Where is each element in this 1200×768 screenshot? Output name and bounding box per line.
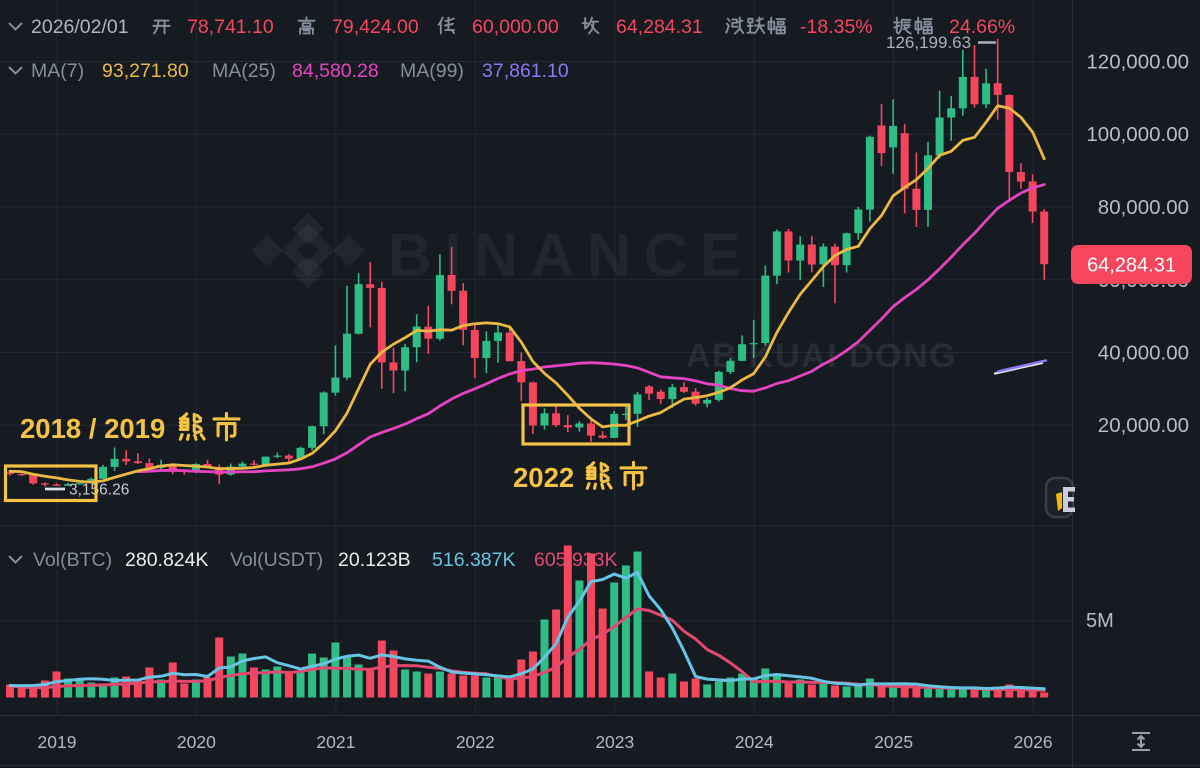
svg-text:280.824K: 280.824K [125,549,209,571]
svg-text:MA(7): MA(7) [31,60,84,82]
svg-text:100,000.00: 100,000.00 [1086,123,1189,146]
svg-text:MA(99): MA(99) [400,60,464,82]
svg-text:40,000.00: 40,000.00 [1098,342,1189,365]
svg-text:2026: 2026 [1014,732,1053,752]
svg-text:2026/02/01: 2026/02/01 [31,16,129,38]
svg-text:-18.35%: -18.35% [800,16,873,38]
svg-text:60,000.00: 60,000.00 [472,16,559,38]
svg-text:2022: 2022 [456,732,495,752]
svg-text:605.933K: 605.933K [534,549,618,571]
svg-text:2020: 2020 [177,732,216,752]
svg-text:2025: 2025 [874,732,913,752]
svg-text:126,199.63: 126,199.63 [886,33,971,52]
svg-text:3,156.26: 3,156.26 [69,482,129,499]
svg-text:MA(25): MA(25) [212,60,276,82]
svg-text:93,271.80: 93,271.80 [102,60,189,82]
svg-text:120,000.00: 120,000.00 [1086,51,1189,74]
svg-text:24.66%: 24.66% [949,16,1015,38]
svg-text:84,580.28: 84,580.28 [292,60,379,82]
svg-text:Vol(USDT): Vol(USDT) [230,549,323,571]
svg-text:2018 / 2019: 2018 / 2019 [20,413,165,444]
svg-text:64,284.31: 64,284.31 [616,16,703,38]
svg-text:2024: 2024 [735,732,774,752]
svg-text:Vol(BTC): Vol(BTC) [33,549,112,571]
svg-text:5M: 5M [1086,610,1114,632]
svg-text:2022: 2022 [513,462,574,493]
svg-text:79,424.00: 79,424.00 [332,16,419,38]
svg-text:2019: 2019 [38,732,77,752]
svg-text:516.387K: 516.387K [432,549,516,571]
svg-text:64,284.31: 64,284.31 [1087,255,1176,277]
svg-text:2021: 2021 [316,732,355,752]
svg-text:37,861.10: 37,861.10 [482,60,569,82]
svg-text:78,741.10: 78,741.10 [187,16,274,38]
svg-text:20,000.00: 20,000.00 [1098,414,1189,437]
svg-text:80,000.00: 80,000.00 [1098,196,1189,219]
svg-text:20.123B: 20.123B [338,549,411,571]
svg-text:BINANCE: BINANCE [388,221,753,289]
svg-text:2023: 2023 [595,732,634,752]
